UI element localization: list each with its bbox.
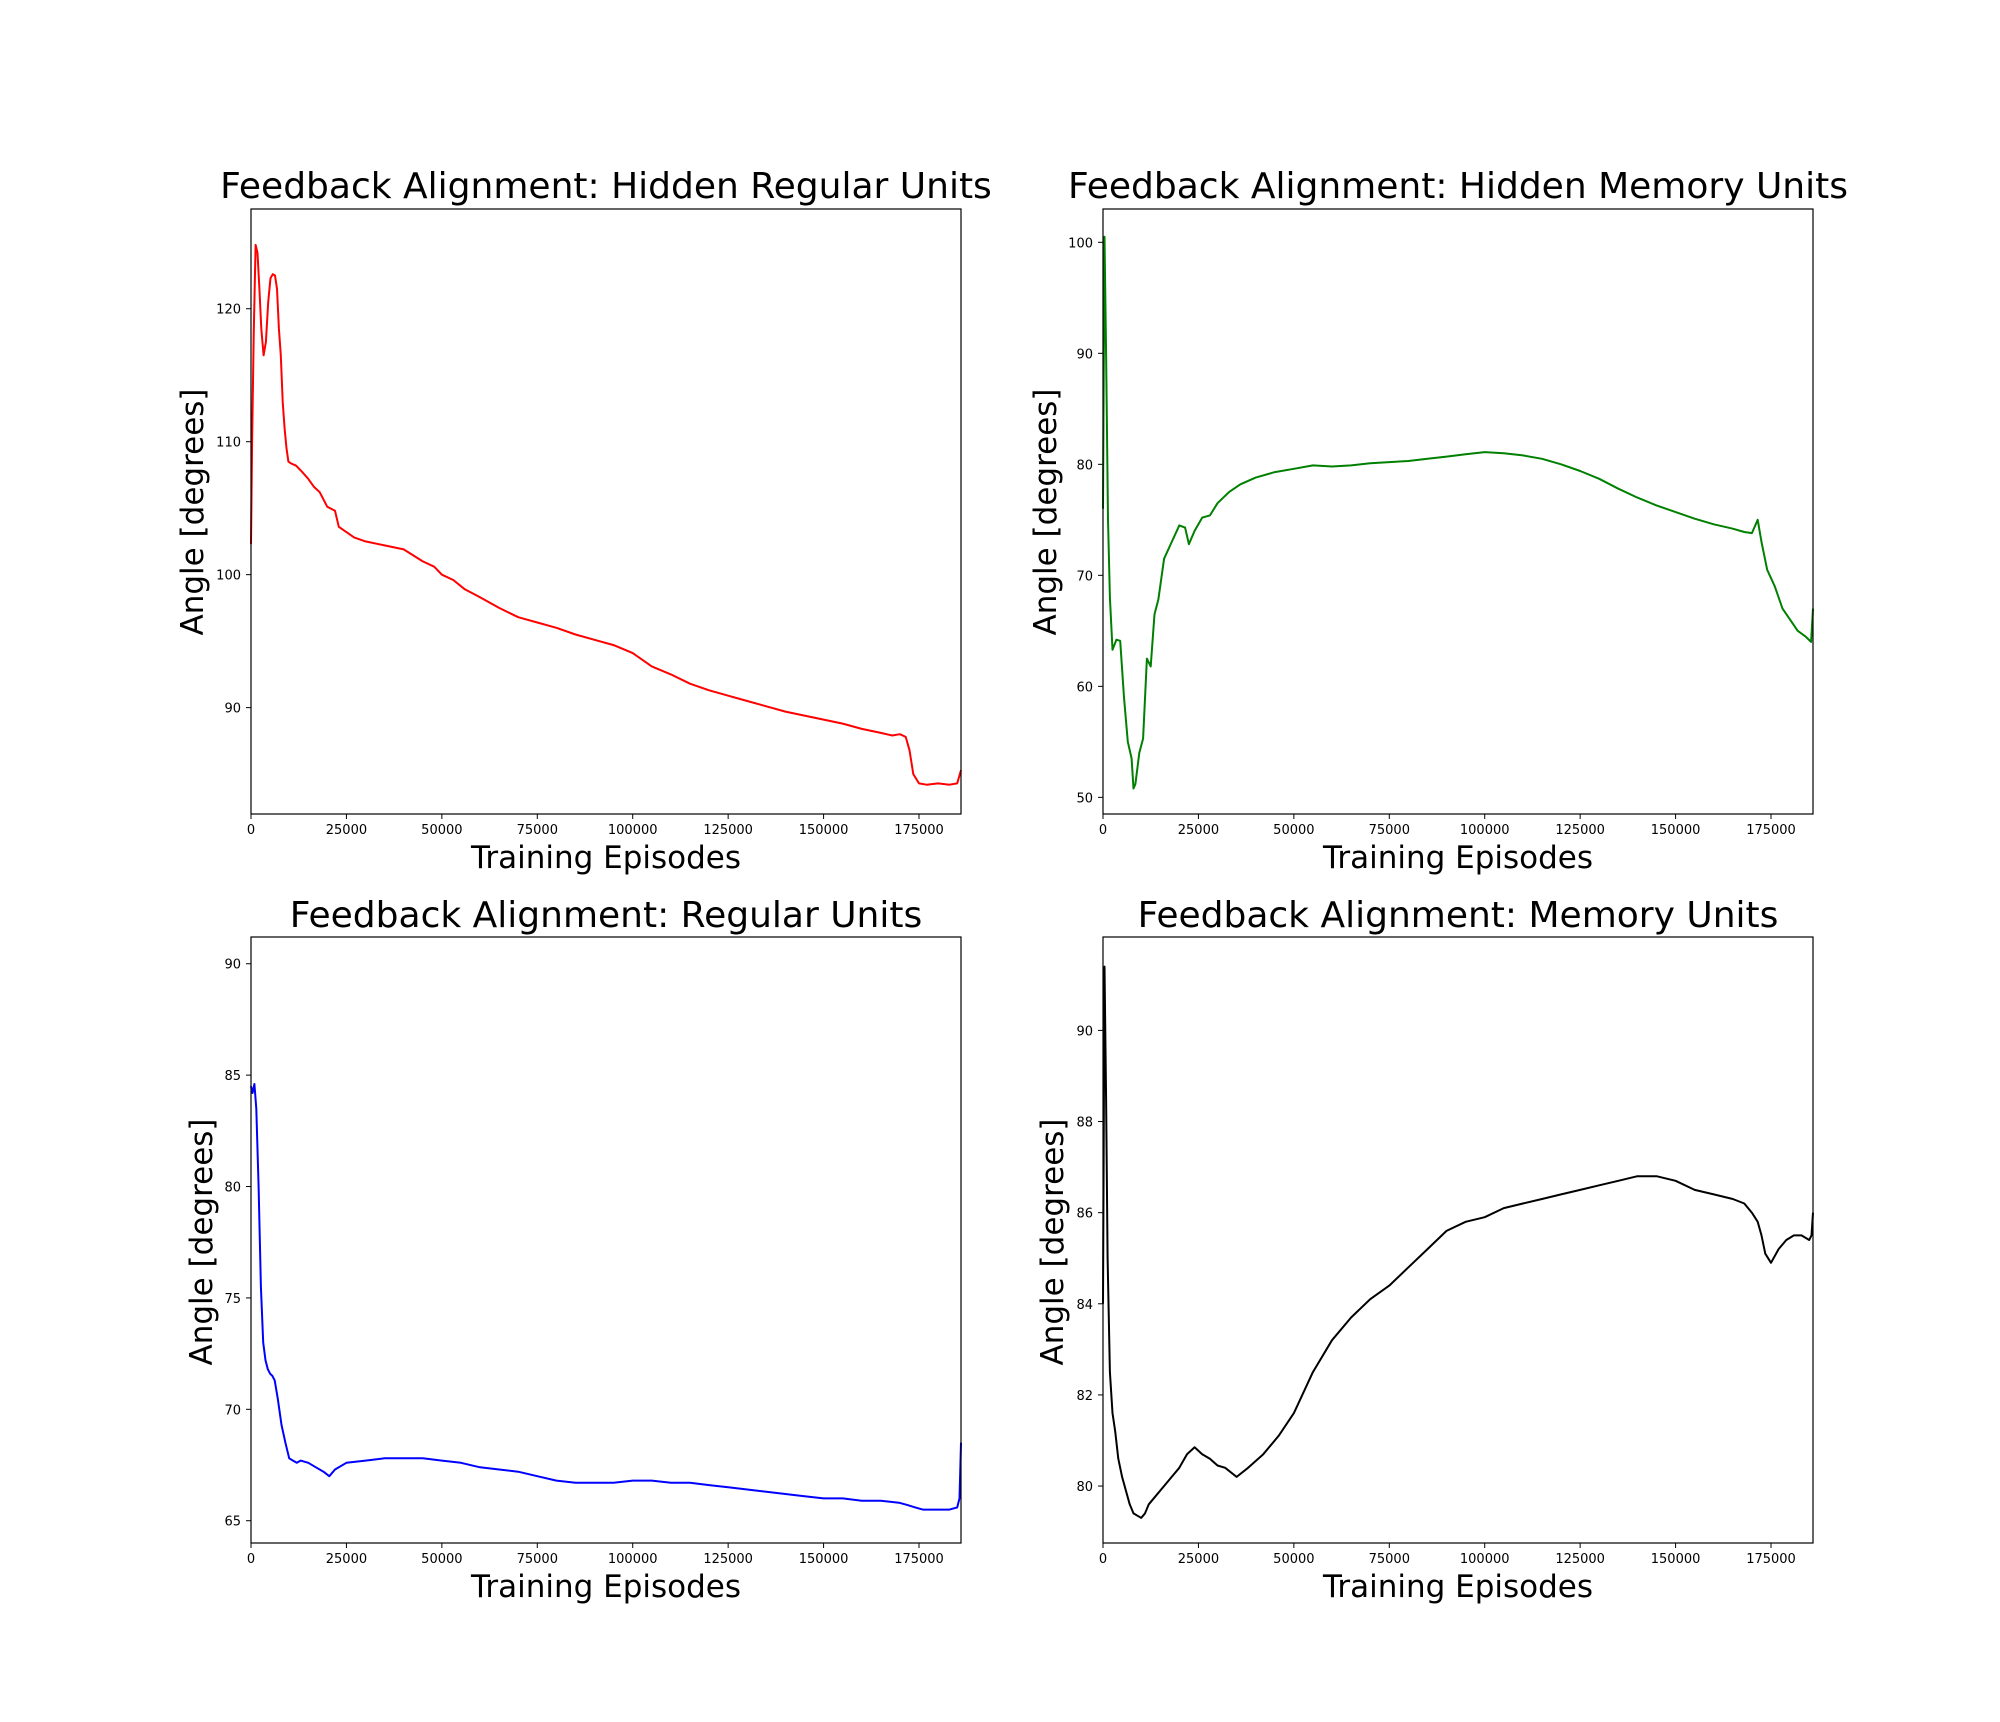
y-tick-label: 90 <box>224 702 241 717</box>
panel-hidden-memory-units: Feedback Alignment: Hidden Memory Units … <box>1028 166 1848 876</box>
y-tick-label: 86 <box>1076 1207 1093 1222</box>
y-tick-label: 80 <box>1076 1480 1093 1495</box>
x-tick-label: 25000 <box>1178 823 1219 838</box>
x-tick-label: 150000 <box>1651 823 1701 838</box>
data-line <box>1102 965 1814 1519</box>
x-tick-label: 150000 <box>1651 1552 1701 1567</box>
y-tick-label: 85 <box>224 1069 241 1084</box>
x-tick-label: 25000 <box>326 1552 367 1567</box>
x-tick-label: 100000 <box>608 823 658 838</box>
plot-area-frame <box>1102 208 1814 815</box>
y-tick-label: 82 <box>1076 1389 1093 1404</box>
x-tick-label: 175000 <box>894 1552 944 1567</box>
y-axis-label: Angle [degrees] <box>184 1118 220 1365</box>
x-tick-label: 100000 <box>1460 1552 1510 1567</box>
y-axis-label: Angle [degrees] <box>1035 1118 1071 1365</box>
x-ticks: 0 25000 50000 75000 100000 125000 150000 175000 <box>1099 814 1796 838</box>
x-axis-label: Training Episodes <box>470 1569 741 1605</box>
y-ticks: 90 100 110 120 <box>216 303 251 717</box>
x-tick-label: 25000 <box>326 823 367 838</box>
x-ticks: 0 25000 50000 75000 100000 125000 150000 175000 <box>247 814 944 838</box>
y-tick-label: 60 <box>1076 680 1093 695</box>
y-tick-label: 110 <box>216 436 241 451</box>
x-tick-label: 75000 <box>517 823 558 838</box>
y-tick-label: 70 <box>1076 569 1093 584</box>
x-tick-label: 0 <box>1099 1552 1107 1567</box>
y-tick-label: 50 <box>1076 791 1093 806</box>
x-tick-label: 125000 <box>703 1552 753 1567</box>
x-tick-label: 175000 <box>1746 1552 1796 1567</box>
plot-area-frame <box>250 208 962 815</box>
x-tick-label: 0 <box>247 823 255 838</box>
y-tick-label: 88 <box>1076 1116 1093 1131</box>
x-tick-label: 0 <box>247 1552 255 1567</box>
panel-title: Feedback Alignment: Memory Units <box>1138 895 1779 936</box>
y-tick-label: 100 <box>216 569 241 584</box>
y-tick-label: 80 <box>224 1181 241 1196</box>
x-axis-label: Training Episodes <box>1322 1569 1593 1605</box>
x-ticks: 0 25000 50000 75000 100000 125000 150000 175000 <box>1099 1543 1796 1567</box>
x-tick-label: 50000 <box>1273 823 1314 838</box>
y-ticks: 80 82 84 86 88 90 <box>1076 1024 1103 1495</box>
x-tick-label: 175000 <box>894 823 944 838</box>
x-tick-label: 75000 <box>517 1552 558 1567</box>
x-tick-label: 0 <box>1099 823 1107 838</box>
plot-area-frame <box>250 936 962 1544</box>
x-tick-label: 150000 <box>799 1552 849 1567</box>
x-tick-label: 25000 <box>1178 1552 1219 1567</box>
x-axis-label: Training Episodes <box>1322 840 1593 876</box>
x-axis-label: Training Episodes <box>470 840 741 876</box>
x-tick-label: 75000 <box>1369 1552 1410 1567</box>
y-tick-label: 80 <box>1076 458 1093 473</box>
plot-area-frame <box>1102 936 1814 1544</box>
x-tick-label: 125000 <box>703 823 753 838</box>
data-line <box>250 243 962 786</box>
y-tick-label: 120 <box>216 303 241 318</box>
x-tick-label: 50000 <box>421 1552 462 1567</box>
data-line <box>250 1083 962 1511</box>
x-tick-label: 100000 <box>608 1552 658 1567</box>
x-ticks: 0 25000 50000 75000 100000 125000 150000 175000 <box>247 1543 944 1567</box>
y-tick-label: 75 <box>224 1292 241 1307</box>
panel-memory-units: Feedback Alignment: Memory Units Trainin… <box>1035 895 1814 1605</box>
y-tick-label: 90 <box>1076 347 1093 362</box>
x-tick-label: 100000 <box>1460 823 1510 838</box>
y-ticks: 65 70 75 80 85 90 <box>224 958 251 1530</box>
y-ticks: 50 60 70 80 90 100 <box>1068 236 1103 806</box>
panel-regular-units: Feedback Alignment: Regular Units Traini… <box>184 895 962 1605</box>
y-axis-label: Angle [degrees] <box>1028 388 1064 635</box>
y-tick-label: 90 <box>1076 1024 1093 1039</box>
x-tick-label: 50000 <box>1273 1552 1314 1567</box>
y-tick-label: 70 <box>224 1403 241 1418</box>
y-tick-label: 84 <box>1076 1298 1093 1313</box>
panel-title: Feedback Alignment: Hidden Regular Units <box>220 166 992 207</box>
panel-title: Feedback Alignment: Hidden Memory Units <box>1068 166 1848 207</box>
x-tick-label: 150000 <box>799 823 849 838</box>
panel-hidden-regular-units: Feedback Alignment: Hidden Regular Units… <box>175 166 992 876</box>
y-axis-label: Angle [degrees] <box>175 388 211 635</box>
x-tick-label: 175000 <box>1746 823 1796 838</box>
y-tick-label: 100 <box>1068 236 1093 251</box>
x-tick-label: 50000 <box>421 823 462 838</box>
x-tick-label: 125000 <box>1555 823 1605 838</box>
panel-title: Feedback Alignment: Regular Units <box>290 895 922 936</box>
y-tick-label: 90 <box>224 958 241 973</box>
data-line <box>1102 235 1814 790</box>
y-tick-label: 65 <box>224 1515 241 1530</box>
x-tick-label: 125000 <box>1555 1552 1605 1567</box>
x-tick-label: 75000 <box>1369 823 1410 838</box>
